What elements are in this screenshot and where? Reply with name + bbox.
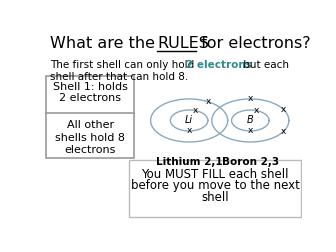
Text: shell after that can hold 8.: shell after that can hold 8. [50,72,188,82]
Text: x: x [281,127,286,136]
Text: Li: Li [185,115,193,125]
Text: x: x [206,97,211,106]
Text: before you move to the next: before you move to the next [131,179,300,192]
Text: x: x [186,127,192,135]
Text: What are the: What are the [50,36,160,51]
Text: RULES: RULES [157,36,209,51]
Text: You MUST FILL each shell: You MUST FILL each shell [141,168,289,181]
Text: x: x [193,106,198,115]
Text: Lithium 2,1: Lithium 2,1 [156,157,222,167]
Text: 2 electrons: 2 electrons [186,60,252,70]
Text: 2 electrons: 2 electrons [59,93,121,103]
Text: x: x [254,106,259,115]
Text: Shell 1: holds: Shell 1: holds [53,82,128,92]
FancyBboxPatch shape [129,160,301,216]
Text: for electrons?: for electrons? [196,36,311,51]
Text: but each: but each [241,60,289,70]
Text: electrons: electrons [65,145,116,155]
Text: The first shell can only hold: The first shell can only hold [50,60,197,70]
Text: shell: shell [201,191,229,204]
Text: All other: All other [67,120,114,131]
Text: x: x [248,94,253,103]
Text: B: B [247,115,254,125]
Text: x: x [248,127,253,135]
Text: Boron 2,3: Boron 2,3 [222,157,279,167]
Text: shells hold 8: shells hold 8 [55,133,125,143]
FancyBboxPatch shape [46,113,134,158]
Text: x: x [281,105,286,114]
FancyBboxPatch shape [46,76,134,114]
